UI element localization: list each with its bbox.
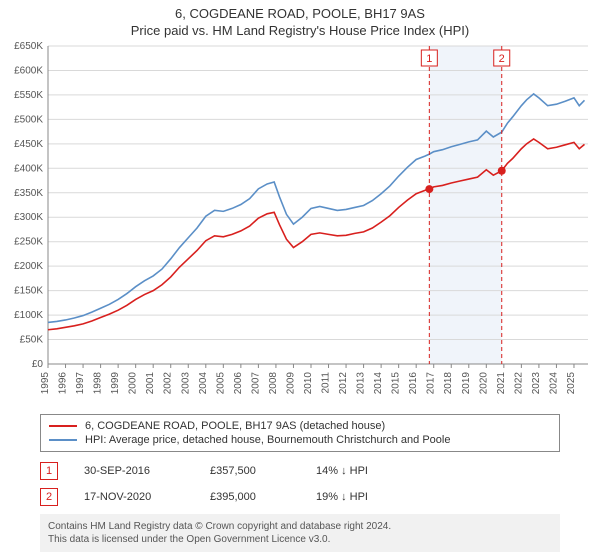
svg-text:£250K: £250K bbox=[14, 237, 43, 248]
events-table: 1 30-SEP-2016 £357,500 14% ↓ HPI 2 17-NOV-202… bbox=[40, 458, 560, 510]
svg-text:1999: 1999 bbox=[110, 372, 121, 395]
svg-text:2002: 2002 bbox=[163, 372, 174, 395]
event-diff: 14% ↓ HPI bbox=[316, 465, 406, 477]
event-diff: 19% ↓ HPI bbox=[316, 491, 406, 503]
data-attribution: Contains HM Land Registry data © Crown c… bbox=[40, 514, 560, 552]
event-row: 2 17-NOV-2020 £395,000 19% ↓ HPI bbox=[40, 484, 560, 510]
footer-line-1: Contains HM Land Registry data © Crown c… bbox=[48, 520, 552, 533]
svg-text:2006: 2006 bbox=[233, 372, 244, 395]
svg-text:£350K: £350K bbox=[14, 188, 43, 199]
svg-text:2016: 2016 bbox=[408, 372, 419, 395]
svg-text:2022: 2022 bbox=[513, 372, 524, 395]
svg-text:£500K: £500K bbox=[14, 114, 43, 125]
svg-text:2012: 2012 bbox=[338, 372, 349, 395]
svg-text:2014: 2014 bbox=[373, 372, 384, 395]
svg-text:£600K: £600K bbox=[14, 65, 43, 76]
svg-text:£450K: £450K bbox=[14, 139, 43, 150]
svg-text:£50K: £50K bbox=[20, 335, 44, 346]
svg-text:£200K: £200K bbox=[14, 261, 43, 272]
svg-text:2018: 2018 bbox=[443, 372, 454, 395]
svg-text:2008: 2008 bbox=[268, 372, 279, 395]
svg-text:2017: 2017 bbox=[426, 372, 437, 395]
svg-text:1996: 1996 bbox=[58, 372, 69, 395]
chart-titles: 6, COGDEANE ROAD, POOLE, BH17 9AS Price … bbox=[0, 0, 600, 38]
event-badge: 2 bbox=[40, 488, 58, 506]
svg-text:2: 2 bbox=[499, 53, 505, 65]
legend: 6, COGDEANE ROAD, POOLE, BH17 9AS (detac… bbox=[40, 414, 560, 452]
event-badge: 1 bbox=[40, 462, 58, 480]
svg-text:£100K: £100K bbox=[14, 310, 43, 321]
svg-text:2023: 2023 bbox=[531, 372, 542, 395]
svg-text:£400K: £400K bbox=[14, 163, 43, 174]
svg-text:1997: 1997 bbox=[75, 372, 86, 395]
svg-text:2021: 2021 bbox=[496, 372, 507, 395]
legend-item: 6, COGDEANE ROAD, POOLE, BH17 9AS (detac… bbox=[49, 419, 551, 433]
svg-text:2007: 2007 bbox=[250, 372, 261, 395]
svg-text:2010: 2010 bbox=[303, 372, 314, 395]
legend-item: HPI: Average price, detached house, Bour… bbox=[49, 433, 551, 447]
footer-line-2: This data is licensed under the Open Gov… bbox=[48, 533, 552, 546]
event-price: £357,500 bbox=[210, 465, 290, 477]
svg-text:2011: 2011 bbox=[321, 372, 332, 394]
event-date: 17-NOV-2020 bbox=[84, 491, 184, 503]
svg-text:2003: 2003 bbox=[180, 372, 191, 395]
svg-text:1995: 1995 bbox=[40, 372, 51, 395]
event-price: £395,000 bbox=[210, 491, 290, 503]
svg-text:2025: 2025 bbox=[566, 372, 577, 395]
legend-swatch bbox=[49, 425, 77, 427]
event-date: 30-SEP-2016 bbox=[84, 465, 184, 477]
svg-text:2020: 2020 bbox=[478, 372, 489, 395]
event-row: 1 30-SEP-2016 £357,500 14% ↓ HPI bbox=[40, 458, 560, 484]
svg-text:2005: 2005 bbox=[215, 372, 226, 395]
page-title: 6, COGDEANE ROAD, POOLE, BH17 9AS bbox=[0, 6, 600, 21]
svg-text:1: 1 bbox=[426, 53, 432, 65]
svg-text:2004: 2004 bbox=[198, 372, 209, 395]
svg-text:1998: 1998 bbox=[93, 372, 104, 395]
svg-text:2019: 2019 bbox=[461, 372, 472, 395]
svg-text:£0: £0 bbox=[32, 359, 44, 370]
legend-label: HPI: Average price, detached house, Bour… bbox=[85, 434, 450, 446]
svg-text:2013: 2013 bbox=[356, 372, 367, 395]
svg-text:2009: 2009 bbox=[285, 372, 296, 395]
svg-text:2001: 2001 bbox=[145, 372, 156, 395]
legend-label: 6, COGDEANE ROAD, POOLE, BH17 9AS (detac… bbox=[85, 420, 385, 432]
svg-text:£150K: £150K bbox=[14, 286, 43, 297]
price-chart: £0 £50K £100K £150K £200K £250K £300K £350K £400… bbox=[0, 38, 600, 408]
page-subtitle: Price paid vs. HM Land Registry's House … bbox=[0, 23, 600, 38]
svg-text:£550K: £550K bbox=[14, 90, 43, 101]
svg-text:£300K: £300K bbox=[14, 212, 43, 223]
svg-text:£650K: £650K bbox=[14, 41, 43, 52]
svg-text:2000: 2000 bbox=[128, 372, 139, 395]
svg-text:2015: 2015 bbox=[391, 372, 402, 395]
svg-text:2024: 2024 bbox=[548, 372, 559, 395]
legend-swatch bbox=[49, 439, 77, 441]
